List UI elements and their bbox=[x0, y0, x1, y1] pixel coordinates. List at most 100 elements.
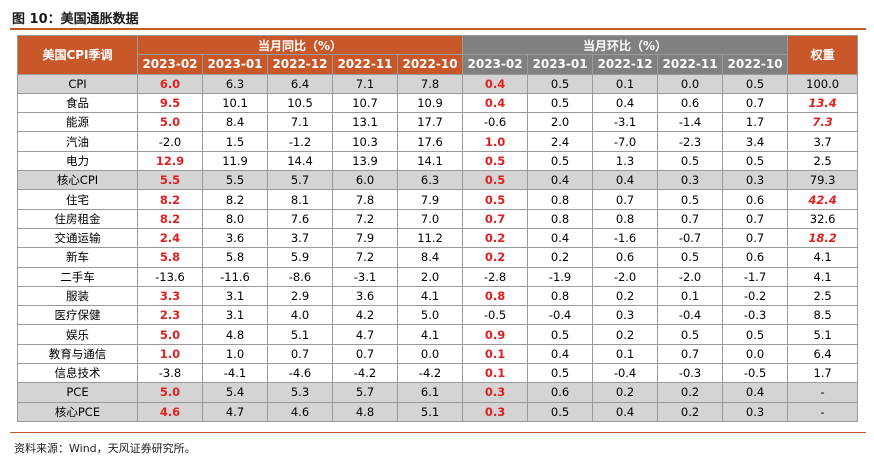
yoy-value: 7.1 bbox=[267, 112, 333, 133]
row-label: 住房租金 bbox=[17, 208, 138, 229]
mom-value: -0.5 bbox=[722, 363, 789, 384]
yoy-value: 5.0 bbox=[137, 382, 203, 403]
yoy-value: 5.0 bbox=[396, 305, 464, 326]
row-label: 娱乐 bbox=[17, 324, 138, 345]
yoy-value: 2.9 bbox=[267, 285, 333, 307]
mom-value: 1.3 bbox=[592, 150, 659, 172]
yoy-value: -11.6 bbox=[202, 266, 268, 287]
row-label: 电力 bbox=[17, 150, 138, 172]
yoy-value: 8.4 bbox=[202, 112, 268, 133]
table-row: 娱乐 5.0 4.8 5.1 4.7 4.1 0.9 0.5 0.2 0.5 0.5 5.1 bbox=[17, 324, 859, 345]
row-label: 医疗保健 bbox=[17, 305, 138, 326]
table-row: 信息技术 -3.8 -4.1 -4.6 -4.2 -4.2 0.1 0.5 -0.4 -0.3 -0… bbox=[17, 363, 859, 384]
mom-value: 0.7 bbox=[657, 343, 724, 365]
weight-value: 13.4 bbox=[787, 92, 859, 114]
yoy-value: 7.0 bbox=[396, 208, 464, 229]
weight-value: 18.2 bbox=[787, 227, 859, 249]
row-label: CPI bbox=[17, 73, 138, 94]
yoy-value: 3.6 bbox=[202, 227, 268, 249]
row-label: 食品 bbox=[17, 92, 138, 114]
yoy-value: 6.3 bbox=[396, 170, 464, 191]
yoy-value: 4.8 bbox=[332, 401, 398, 422]
yoy-value: 5.1 bbox=[267, 324, 333, 345]
yoy-value: 3.7 bbox=[267, 227, 333, 249]
yoy-value: -4.1 bbox=[202, 363, 268, 384]
yoy-value: 3.3 bbox=[137, 285, 203, 307]
weight-value: 5.1 bbox=[787, 324, 859, 345]
mom-value: 0.4 bbox=[462, 92, 529, 114]
yoy-value: 7.9 bbox=[396, 189, 464, 210]
mom-value: 0.3 bbox=[722, 170, 789, 191]
yoy-value: 7.9 bbox=[332, 227, 398, 249]
mom-value: 0.0 bbox=[722, 343, 789, 365]
weight-value: - bbox=[787, 401, 859, 422]
mom-value: 0.7 bbox=[592, 189, 659, 210]
mom-value: 0.5 bbox=[527, 324, 594, 345]
mom-value: 0.5 bbox=[527, 73, 594, 94]
mom-value: 1.0 bbox=[462, 131, 529, 152]
mom-value: 0.1 bbox=[462, 363, 529, 384]
yoy-value: 4.7 bbox=[202, 401, 268, 422]
mom-value: 0.4 bbox=[527, 170, 594, 191]
yoy-value: 2.3 bbox=[137, 305, 203, 326]
mom-value: 0.5 bbox=[657, 324, 724, 345]
row-label: 新车 bbox=[17, 247, 138, 268]
yoy-value: 5.7 bbox=[267, 170, 333, 191]
mom-value: 1.7 bbox=[722, 112, 789, 133]
mom-value: -1.9 bbox=[527, 266, 594, 287]
table-body: CPI 6.0 6.3 6.4 7.1 7.8 0.4 0.5 0.1 0.0 0.5 100.0 食品… bbox=[17, 73, 859, 422]
mom-value: 0.0 bbox=[657, 73, 724, 94]
mom-value: 0.5 bbox=[527, 363, 594, 384]
yoy-month-header: 2023-02 bbox=[137, 54, 203, 75]
yoy-value: 5.5 bbox=[137, 170, 203, 191]
yoy-value: 0.7 bbox=[332, 343, 398, 365]
mom-value: -7.0 bbox=[592, 131, 659, 152]
table-row: 住房租金 8.2 8.0 7.6 7.2 7.0 0.7 0.8 0.8 0.7 0.7 32.6 bbox=[17, 208, 859, 229]
yoy-value: -13.6 bbox=[137, 266, 203, 287]
mom-group-header: 当月环比（%） bbox=[462, 34, 789, 56]
row-label: 核心CPI bbox=[17, 170, 138, 191]
yoy-value: 7.1 bbox=[332, 73, 398, 94]
figure-title: 图 10：美国通胀数据 bbox=[12, 12, 139, 27]
weight-value: 42.4 bbox=[787, 189, 859, 210]
row-label: 二手车 bbox=[17, 266, 138, 287]
mom-value: 0.5 bbox=[722, 324, 789, 345]
yoy-value: 5.4 bbox=[202, 382, 268, 403]
yoy-value: 7.2 bbox=[332, 247, 398, 268]
yoy-value: -3.8 bbox=[137, 363, 203, 384]
table-row: 交通运输 2.4 3.6 3.7 7.9 11.2 0.2 0.4 -1.6 -0.7 0.7 18.… bbox=[17, 227, 859, 249]
yoy-value: 11.2 bbox=[396, 227, 464, 249]
yoy-value: -1.2 bbox=[267, 131, 333, 152]
table-row: CPI 6.0 6.3 6.4 7.1 7.8 0.4 0.5 0.1 0.0 0.5 100.0 bbox=[17, 73, 859, 94]
yoy-value: 12.9 bbox=[137, 150, 203, 172]
yoy-value: 4.0 bbox=[267, 305, 333, 326]
mom-value: 0.3 bbox=[592, 305, 659, 326]
row-label: 住宅 bbox=[17, 189, 138, 210]
month-header-row: 2023-02 2023-01 2022-12 2022-11 2022-10 2023-… bbox=[18, 54, 858, 75]
mom-value: -0.4 bbox=[657, 305, 724, 326]
mom-value: -0.3 bbox=[657, 363, 724, 384]
mom-value: 0.2 bbox=[592, 382, 659, 403]
yoy-value: 5.5 bbox=[202, 170, 268, 191]
mom-value: 0.5 bbox=[657, 247, 724, 268]
mom-value: 0.7 bbox=[657, 208, 724, 229]
yoy-value: 1.5 bbox=[202, 131, 268, 152]
yoy-value: 8.2 bbox=[137, 208, 203, 229]
mom-value: 0.6 bbox=[722, 189, 789, 210]
yoy-value: 10.7 bbox=[332, 92, 398, 114]
yoy-value: 6.3 bbox=[202, 73, 268, 94]
yoy-value: 6.0 bbox=[332, 170, 398, 191]
bottom-rule bbox=[10, 432, 866, 433]
table-row: 二手车 -13.6 -11.6 -8.6 -3.1 2.0 -2.8 -1.9 -2.0 -2.0… bbox=[17, 266, 859, 287]
table-row: 食品 9.5 10.1 10.5 10.7 10.9 0.4 0.5 0.4 0.6 0.7 13.4 bbox=[17, 92, 859, 114]
yoy-value: 7.8 bbox=[332, 189, 398, 210]
mom-value: 0.6 bbox=[592, 247, 659, 268]
mom-value: 0.5 bbox=[462, 170, 529, 191]
source-note: 资料来源：Wind，天风证券研究所。 bbox=[14, 442, 196, 455]
mom-value: 0.8 bbox=[527, 285, 594, 307]
weight-value: 6.4 bbox=[787, 343, 859, 365]
mom-value: 2.0 bbox=[527, 112, 594, 133]
yoy-value: 6.0 bbox=[137, 73, 203, 94]
mom-value: 2.4 bbox=[527, 131, 594, 152]
weight-value: 8.5 bbox=[787, 305, 859, 326]
